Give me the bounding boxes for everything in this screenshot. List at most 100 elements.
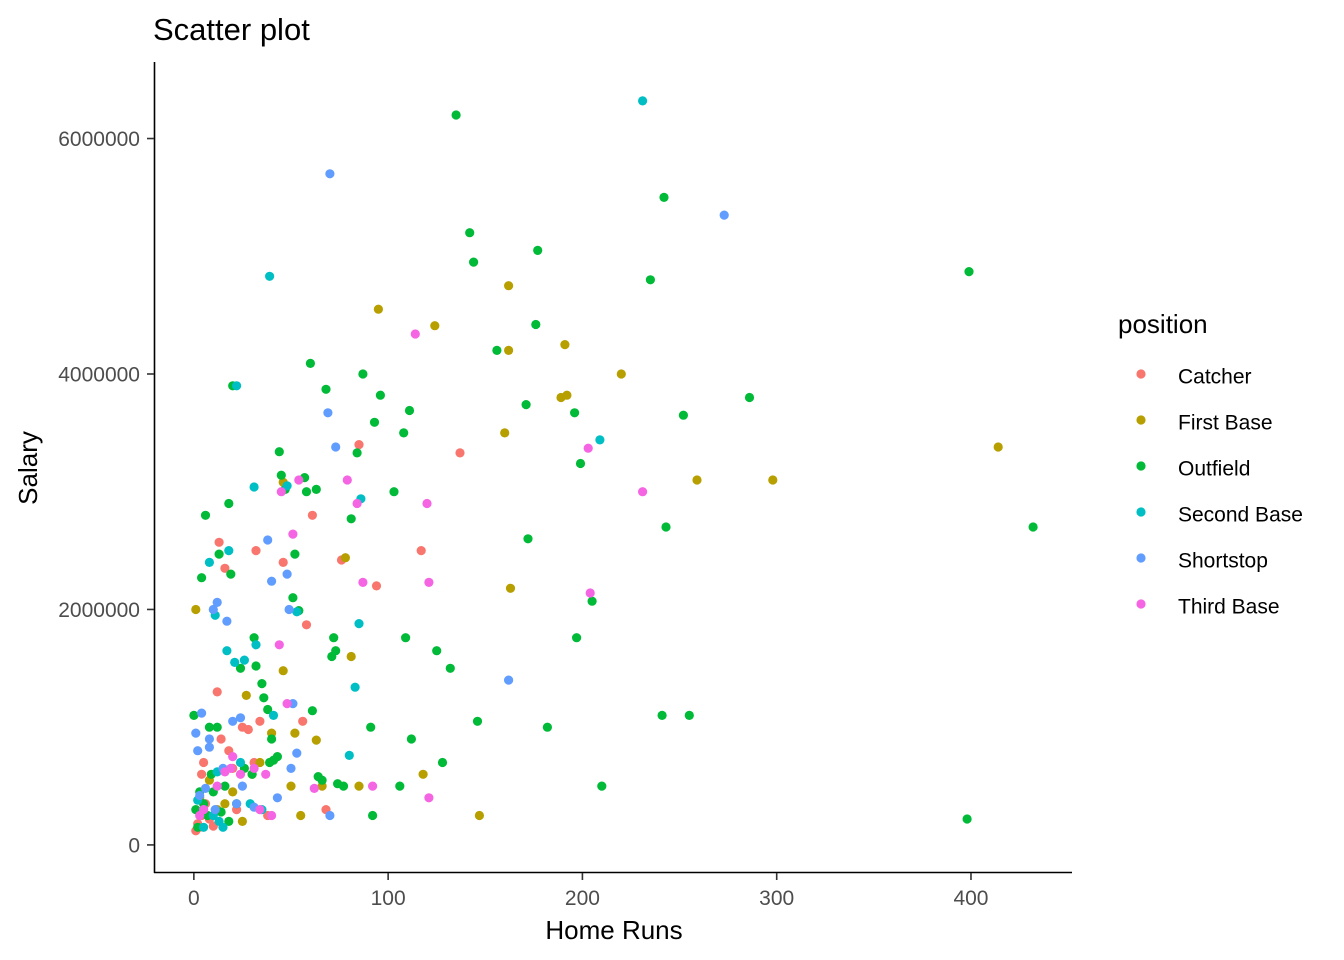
point-outfield — [437, 757, 448, 768]
point-third-base — [288, 529, 298, 539]
point-second-base — [292, 607, 302, 617]
point-outfield — [249, 633, 259, 643]
point-outfield — [451, 110, 461, 120]
point-third-base — [261, 769, 271, 779]
point-outfield — [212, 722, 222, 732]
point-shortstop — [719, 210, 729, 220]
data-points — [189, 96, 1038, 836]
x-axis-title: Home Runs — [545, 915, 682, 945]
point-first-base — [474, 810, 484, 821]
point-third-base — [226, 763, 236, 774]
point-first-base — [220, 799, 230, 809]
point-outfield — [684, 710, 694, 721]
point-outfield — [570, 408, 580, 418]
point-outfield — [531, 319, 541, 330]
point-outfield — [317, 775, 327, 785]
point-first-base — [500, 428, 510, 438]
point-third-base — [410, 329, 420, 339]
point-shortstop — [222, 616, 232, 626]
point-catcher — [243, 724, 253, 735]
x-tick-label: 300 — [759, 887, 794, 910]
point-outfield — [395, 781, 405, 791]
point-outfield — [220, 781, 230, 791]
point-first-base — [504, 345, 514, 355]
point-shortstop — [193, 746, 203, 756]
point-shortstop — [204, 742, 214, 752]
point-second-base — [235, 757, 246, 768]
point-catcher — [216, 734, 226, 744]
point-first-base — [191, 604, 201, 615]
point-catcher — [220, 563, 230, 573]
point-first-base — [354, 781, 364, 791]
point-outfield — [263, 704, 273, 715]
point-third-base — [638, 487, 648, 497]
point-outfield — [259, 693, 269, 703]
point-outfield — [542, 722, 553, 732]
point-outfield — [587, 596, 597, 606]
point-third-base — [583, 443, 593, 453]
point-outfield — [1028, 522, 1038, 532]
point-outfield — [307, 706, 317, 716]
point-outfield — [301, 487, 312, 497]
point-third-base — [235, 769, 246, 779]
point-third-base — [199, 805, 209, 815]
legend-key-third-base — [1136, 599, 1146, 609]
point-outfield — [964, 267, 974, 277]
point-shortstop — [263, 535, 273, 545]
point-outfield — [276, 470, 286, 480]
point-shortstop — [235, 713, 246, 723]
legend-key-catcher — [1136, 369, 1146, 379]
x-tick-label: 400 — [953, 887, 988, 910]
point-third-base — [342, 475, 352, 485]
point-first-base — [340, 553, 350, 563]
point-catcher — [212, 687, 222, 697]
point-second-base — [638, 96, 648, 106]
point-outfield — [189, 710, 199, 721]
point-shortstop — [504, 675, 514, 685]
legend-label-third-base: Third Base — [1178, 596, 1280, 619]
point-third-base — [424, 793, 434, 803]
point-outfield — [358, 369, 368, 379]
point-third-base — [358, 577, 368, 588]
y-tick-label: 6000000 — [58, 128, 140, 151]
point-first-base — [296, 810, 306, 821]
point-catcher — [278, 557, 288, 568]
point-shortstop — [267, 576, 277, 586]
point-catcher — [214, 537, 224, 547]
point-outfield — [235, 663, 246, 673]
point-second-base — [268, 710, 279, 721]
point-outfield — [406, 734, 416, 744]
point-outfield — [962, 814, 972, 824]
point-first-base — [286, 781, 296, 791]
point-second-base — [204, 557, 214, 568]
legend-title: position — [1118, 309, 1208, 339]
point-outfield — [645, 275, 656, 285]
point-outfield — [375, 390, 385, 400]
y-axis-title: Salary — [13, 431, 43, 505]
point-catcher — [255, 716, 265, 726]
point-first-base — [616, 369, 626, 379]
point-second-base — [282, 481, 292, 491]
point-third-base — [309, 783, 319, 794]
point-outfield — [368, 810, 378, 821]
point-outfield — [338, 781, 349, 791]
point-shortstop — [208, 604, 218, 615]
point-first-base — [768, 475, 778, 485]
point-second-base — [595, 435, 605, 445]
point-outfield — [290, 549, 300, 559]
point-outfield — [472, 716, 483, 726]
point-outfield — [533, 245, 543, 255]
y-axis-ticks: 0 2000000 4000000 6000000 — [58, 128, 154, 857]
x-tick-label: 0 — [188, 887, 200, 910]
point-outfield — [678, 410, 689, 420]
point-third-base — [212, 781, 222, 791]
point-shortstop — [200, 783, 211, 794]
point-first-base — [560, 340, 570, 350]
legend-key-second-base — [1136, 507, 1146, 517]
point-second-base — [239, 655, 249, 665]
point-third-base — [276, 487, 286, 497]
point-second-base — [230, 657, 240, 668]
point-shortstop — [325, 169, 335, 179]
legend-key-shortstop — [1136, 553, 1146, 563]
point-shortstop — [197, 708, 207, 718]
